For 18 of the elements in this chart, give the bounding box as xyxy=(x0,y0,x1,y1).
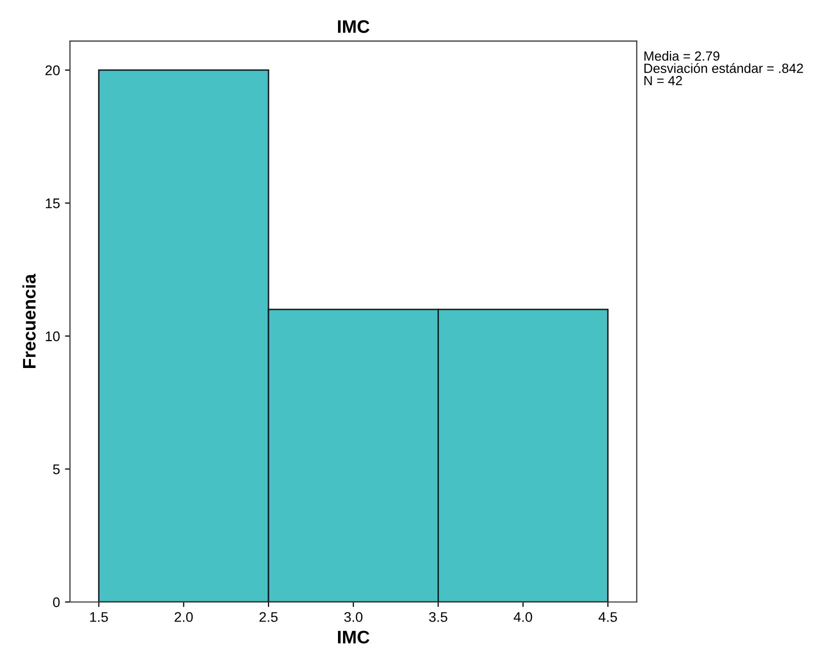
y-tick-label: 15 xyxy=(46,198,60,208)
chart-title: IMC xyxy=(338,20,370,33)
x-tick-label: 4.0 xyxy=(514,612,532,622)
y-tick-label: 0 xyxy=(53,597,60,608)
y-axis-title: Frecuencia xyxy=(22,274,36,368)
x-tick-label: 4.5 xyxy=(598,612,617,622)
x-tick-label: 2.0 xyxy=(174,612,193,622)
x-tick-label: 1.5 xyxy=(90,612,108,622)
x-axis-title: IMC xyxy=(338,630,370,644)
text: Media = 2.79 xyxy=(644,51,720,61)
x-tick-label: 3.5 xyxy=(429,612,448,622)
text: Desviación estándar = .842 xyxy=(644,63,803,74)
y-tick-label: 20 xyxy=(45,65,60,76)
text: N = 42 xyxy=(644,76,682,86)
y-tick-label: 5 xyxy=(53,464,60,474)
x-tick-label: 2.5 xyxy=(260,612,278,622)
x-tick-label: 3.0 xyxy=(344,612,362,622)
y-tick-label: 10 xyxy=(46,331,60,342)
